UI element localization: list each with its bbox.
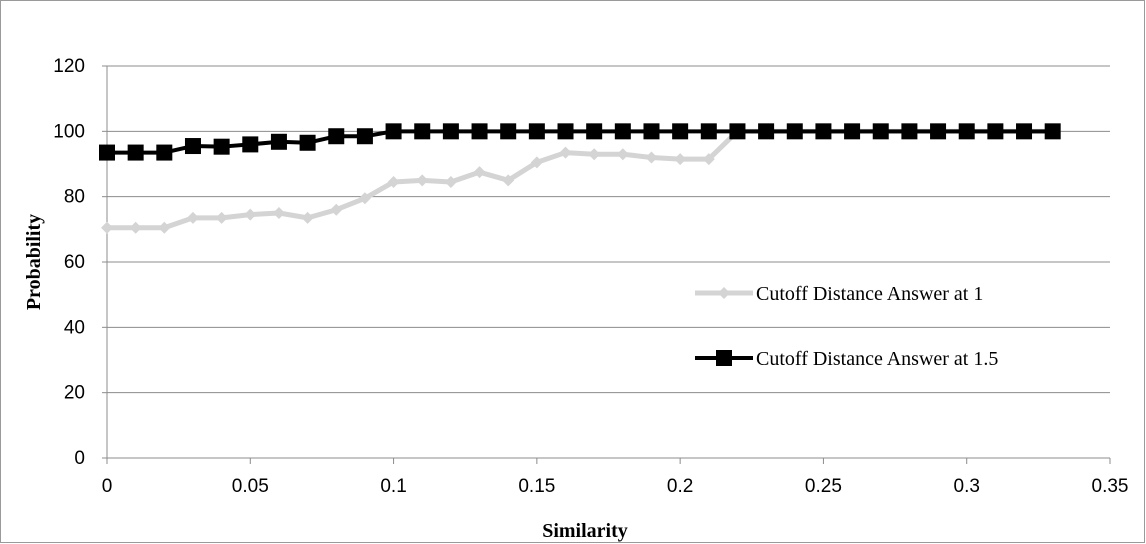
y-tick-label: 100 <box>53 121 85 142</box>
x-tick-label: 0.15 <box>518 476 555 497</box>
legend-item: Cutoff Distance Answer at 1 <box>695 283 983 305</box>
data-point <box>702 153 715 166</box>
data-point <box>242 136 259 153</box>
x-tick-labels: 0 0.05 0.1 0.15 0.2 0.25 0.3 0.35 <box>102 476 1129 497</box>
x-tick-label: 0.2 <box>667 476 693 497</box>
y-tick-labels: 0 20 40 60 80 100 120 <box>53 56 85 469</box>
data-point <box>215 211 228 224</box>
x-tick-label: 0.35 <box>1092 476 1129 497</box>
data-point <box>473 166 486 179</box>
data-point <box>643 123 660 140</box>
y-tick-label: 120 <box>53 56 85 77</box>
data-point <box>502 174 515 187</box>
x-tick-label: 0.25 <box>805 476 842 497</box>
gridlines <box>107 65 1110 394</box>
data-point <box>674 153 687 166</box>
data-point <box>930 123 947 140</box>
series-line <box>107 129 1053 155</box>
data-point <box>500 123 517 140</box>
data-point <box>1016 123 1033 140</box>
data-point <box>1044 123 1061 140</box>
x-tick-label: 0.3 <box>954 476 980 497</box>
data-point <box>101 221 113 234</box>
y-axis-title: Probability <box>23 214 45 310</box>
data-point <box>387 175 400 188</box>
axes <box>102 65 1111 464</box>
legend-label: Cutoff Distance Answer at 1.5 <box>756 348 998 370</box>
data-point <box>442 123 459 140</box>
x-tick-label: 0 <box>102 476 113 497</box>
y-tick-label: 60 <box>64 252 85 273</box>
legend-item: Cutoff Distance Answer at 1.5 <box>695 348 998 370</box>
data-point <box>127 144 144 161</box>
data-point <box>786 123 803 140</box>
data-point <box>414 123 431 140</box>
x-axis-title: Similarity <box>542 520 628 542</box>
legend-swatch-marker <box>716 350 732 366</box>
data-point <box>872 123 889 140</box>
x-tick-label: 0.1 <box>380 476 406 497</box>
data-point <box>729 123 746 140</box>
data-point <box>586 123 603 140</box>
data-point <box>815 123 832 140</box>
data-point <box>616 148 629 161</box>
data-point <box>588 148 601 161</box>
y-tick-label: 20 <box>64 383 85 404</box>
data-point <box>614 123 631 140</box>
data-point <box>358 192 371 205</box>
data-point <box>987 123 1004 140</box>
series-2 <box>99 123 1061 161</box>
data-point <box>958 123 975 140</box>
data-point <box>186 211 199 224</box>
data-point <box>645 151 658 164</box>
data-point <box>528 123 545 140</box>
data-point <box>901 123 918 140</box>
series-group <box>99 123 1061 234</box>
data-point <box>557 123 574 140</box>
legend: Cutoff Distance Answer at 1 Cutoff Distan… <box>695 283 998 370</box>
data-point <box>156 144 173 161</box>
data-point <box>758 123 775 140</box>
data-point <box>244 208 257 221</box>
data-point <box>416 174 429 187</box>
data-point <box>330 203 343 216</box>
data-point <box>272 207 285 219</box>
legend-label: Cutoff Distance Answer at 1 <box>756 283 983 305</box>
data-point <box>385 123 402 140</box>
data-point <box>530 156 543 169</box>
data-point <box>844 123 861 140</box>
data-point <box>184 138 201 155</box>
data-point <box>356 128 373 145</box>
data-point <box>99 144 115 161</box>
data-point <box>158 221 171 234</box>
data-point <box>270 133 287 150</box>
data-point <box>129 221 142 234</box>
x-tick-label: 0.05 <box>232 476 269 497</box>
data-point <box>471 123 488 140</box>
data-point <box>672 123 689 140</box>
y-tick-label: 40 <box>64 317 85 338</box>
y-tick-label: 0 <box>74 448 85 469</box>
data-point <box>299 134 316 151</box>
data-point <box>559 146 572 159</box>
y-tick-label: 80 <box>64 187 85 208</box>
data-point <box>444 175 457 188</box>
data-point <box>328 128 345 145</box>
legend-swatch-marker <box>718 287 730 299</box>
data-point <box>700 123 717 140</box>
data-point <box>301 211 314 224</box>
data-point <box>213 138 230 155</box>
